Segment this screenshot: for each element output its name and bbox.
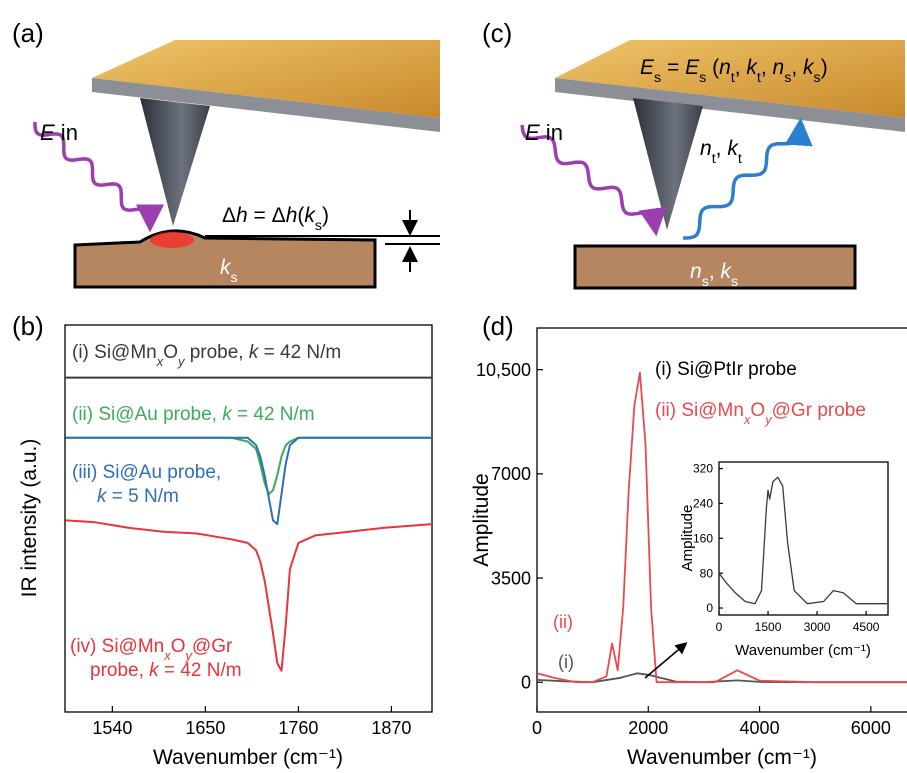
x-tick-label: 4000 [740,718,780,738]
text-part: O [171,636,186,657]
y-tick-label: 240 [693,497,713,511]
text-part: E [640,56,655,79]
figure: (a) (b) (c) (d) E inΔh = Δh(ks)ksE inEs … [0,0,907,773]
text-part: probe, [90,660,149,681]
y-tick-label: 7000 [491,464,531,484]
x-axis-title: Wavenumber (cm⁻¹) [735,642,871,659]
x-tick-label: 1540 [92,718,132,738]
text-part: in [55,120,78,145]
text-part: (iv) Si@Mn [70,636,164,657]
x-tick-label: 1870 [371,718,411,738]
text-part: = 42 N/m [258,342,341,363]
y-tick-label: 320 [693,462,713,476]
incident-label: E in [525,120,563,145]
x-tick-label: 0 [532,718,542,738]
text-part: , [716,137,728,160]
text-part: s [654,70,661,86]
y-tick-label: 0 [706,601,713,615]
text-part: = 42 N/m [232,404,315,425]
text-part: , [709,260,721,283]
y-tick-label: 10,500 [476,360,531,380]
text-part: ( [706,56,719,79]
text-part: E [525,120,540,145]
text-part: @Gr [192,636,233,657]
text-part: = [661,56,685,79]
text-part: O [750,400,765,421]
y-tick-label: 80 [700,566,714,580]
x-tick-label: 0 [716,620,723,634]
x-axis-title: Wavenumber (cm⁻¹) [627,746,817,769]
text-part: s [699,70,706,86]
y-axis-title: IR intensity (a.u.) [18,439,41,598]
x-tick-label: 1500 [755,620,782,634]
series-label: k = 5 N/m [97,486,179,507]
series-label: (ii) Si@Au probe, k = 42 N/m [72,404,315,425]
panel-label: (c) [482,18,512,48]
text-part: ) [322,204,329,227]
text-part: , [791,56,803,79]
text-part: = Δ [248,204,286,227]
text-part: s [315,218,322,234]
x-tick-label: 6000 [851,718,891,738]
page: { "panels": {"a": "(a)", "b": "(b)", "c"… [0,0,907,773]
text-part: (iii) Si@Au probe, [72,462,221,483]
text-part: (ii) Si@Au probe, [72,404,222,425]
tip [140,98,210,226]
series-label: probe, k = 42 N/m [90,660,242,681]
tip-label: nt, kt [700,137,742,167]
incident-label: E in [40,120,78,145]
y-tick-label: 160 [693,531,713,545]
diagram-a [75,40,440,287]
y-tick-label: 3500 [491,568,531,588]
text-part: ( [297,204,304,227]
x-axis-title: Wavenumber (cm⁻¹) [153,746,343,769]
y-axis-title: Amplitude [470,473,493,566]
series-label: (iii) Si@Au probe, [72,462,221,483]
series-tag: (ii) [553,612,573,632]
x-tick-label: 3000 [804,620,831,634]
text-part: O [163,342,178,363]
panel-label: (b) [12,311,44,341]
y-tick-label: 0 [521,673,531,693]
plot-frame [719,462,888,615]
tip [633,98,703,230]
text-part: probe, [184,342,248,363]
text-part: = 5 N/m [107,486,179,507]
text-part: Δ [222,204,236,227]
text-part: t [738,151,742,167]
y-axis-title: Amplitude [679,505,696,572]
legend-label: (i) Si@PtIr probe [655,359,797,380]
text-part: s [231,270,238,286]
text-part: h [236,204,248,227]
text-part: , [761,56,773,79]
text-part: in [540,120,563,145]
text-part: n [773,56,785,79]
text-part: n [690,260,702,283]
hot-spot [150,232,194,248]
text-part: (i) Si@Mn [72,342,157,363]
panel-label: (d) [482,311,514,341]
series-tag: (i) [558,652,574,672]
text-part: s [814,70,821,86]
text-part: s [731,274,738,290]
x-tick-label: 4500 [853,620,880,634]
text-part: s [702,274,709,290]
panel-label: (a) [12,18,44,48]
text-part: n [719,56,731,79]
x-tick-label: 1760 [278,718,318,738]
text-part: E [40,120,55,145]
x-tick-label: 2000 [628,718,668,738]
height-label: Δh = Δh(ks) [222,204,329,234]
text-part: @Gr probe [772,400,866,421]
text-part: h [286,204,298,227]
text-part: n [700,137,712,160]
text-part: (i) Si@PtIr probe [655,359,797,380]
text-part: ) [821,56,828,79]
text-part: s [784,70,791,86]
x-tick-label: 1650 [185,718,225,738]
text-part: , [735,56,747,79]
text-part: (ii) Si@Mn [655,400,744,421]
text-part: E [685,56,700,79]
text-part: = 42 N/m [159,660,242,681]
